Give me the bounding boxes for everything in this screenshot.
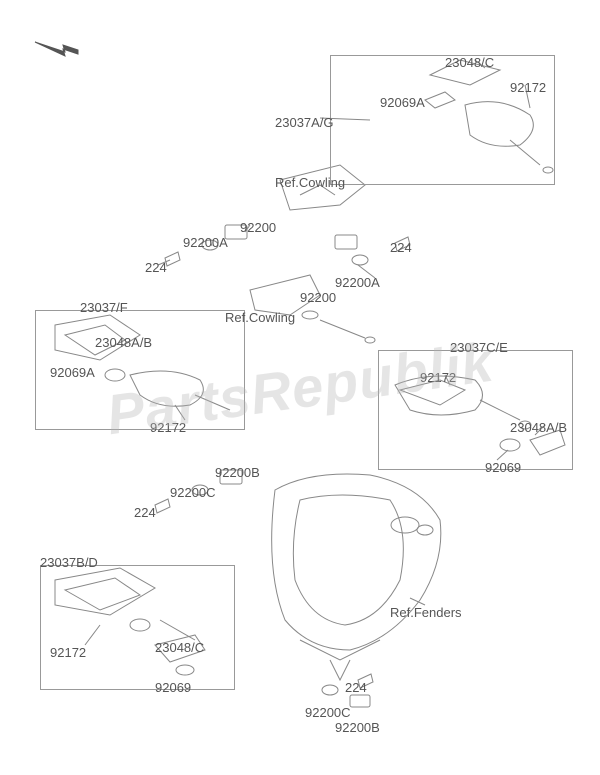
part-label: 224: [134, 505, 156, 520]
callout-box-bottom-left: [40, 565, 235, 690]
part-label: 224: [145, 260, 167, 275]
callout-box-top-right: [330, 55, 555, 185]
part-label: 92172: [150, 420, 186, 435]
part-label: 92069A: [50, 365, 95, 380]
callout-box-mid-right: [378, 350, 573, 470]
part-label: 92069A: [380, 95, 425, 110]
part-label: 92200C: [170, 485, 216, 500]
part-label: 92069: [485, 460, 521, 475]
part-label: 23037C/E: [450, 340, 508, 355]
part-label: 92172: [50, 645, 86, 660]
part-label: 23048/C: [155, 640, 204, 655]
part-label: 92172: [420, 370, 456, 385]
part-label: 23037/F: [80, 300, 128, 315]
part-label: 23037B/D: [40, 555, 98, 570]
part-label: 23048A/B: [510, 420, 567, 435]
part-label: 23037A/G: [275, 115, 334, 130]
part-label: 92200B: [215, 465, 260, 480]
ref-label: Ref.Cowling: [225, 310, 295, 325]
part-label: 224: [345, 680, 367, 695]
parts-diagram: 23048/C 92172 23037A/G 92069A Ref.Cowlin…: [0, 0, 600, 775]
part-label: 23048/C: [445, 55, 494, 70]
part-label: 92200A: [335, 275, 380, 290]
part-label: 92200C: [305, 705, 351, 720]
part-label: 92200B: [335, 720, 380, 735]
part-label: 92200: [240, 220, 276, 235]
ref-label: Ref.Fenders: [390, 605, 462, 620]
ref-label: Ref.Cowling: [275, 175, 345, 190]
part-label: 224: [390, 240, 412, 255]
part-label: 92172: [510, 80, 546, 95]
part-label: 92200: [300, 290, 336, 305]
part-label: 92069: [155, 680, 191, 695]
part-label: 23048A/B: [95, 335, 152, 350]
part-label: 92200A: [183, 235, 228, 250]
